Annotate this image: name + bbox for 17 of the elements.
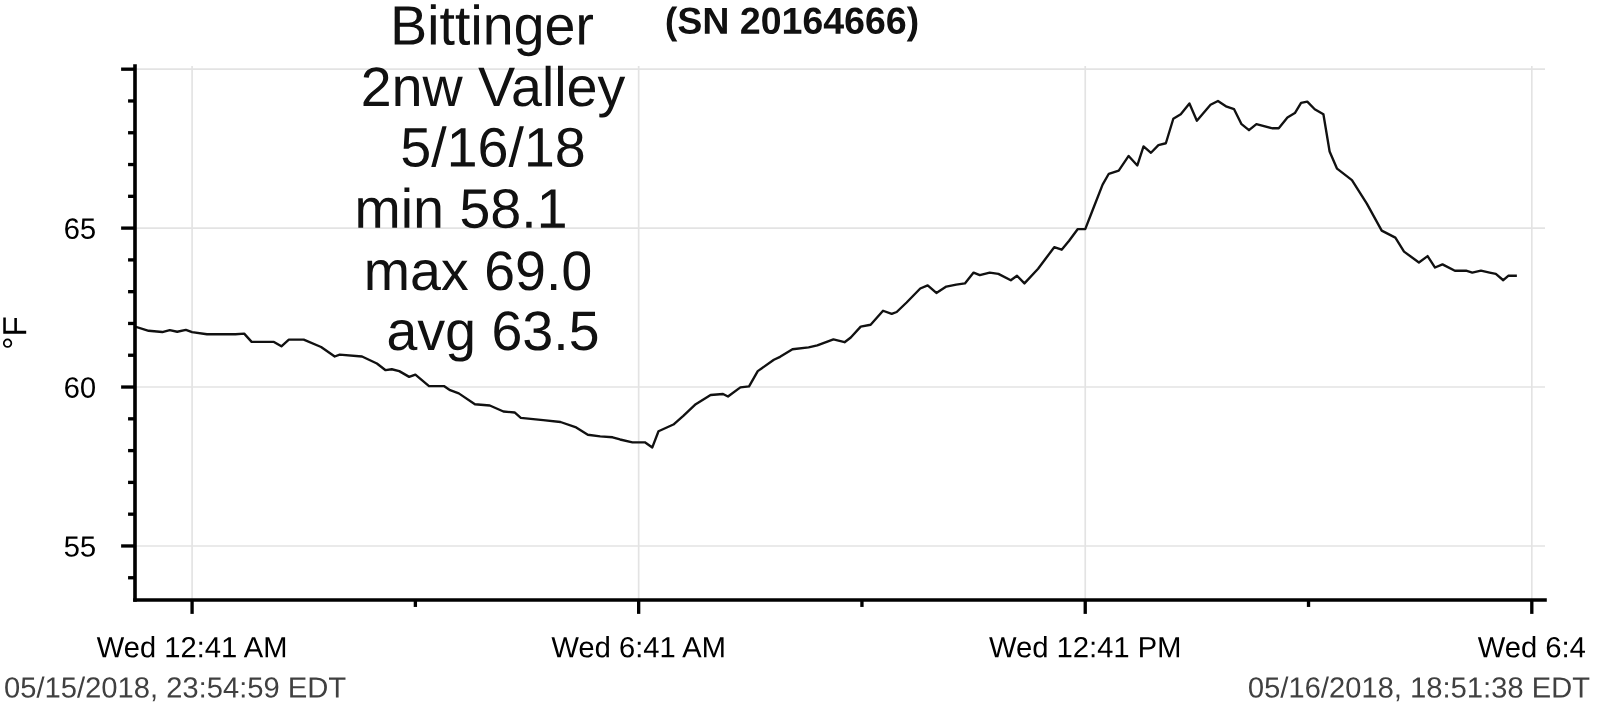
- annotation: min 58.1: [358, 187, 565, 229]
- y-tick-label: 55: [64, 536, 95, 557]
- text: 05/16/2018, 18:51:38 EDT: [1249, 676, 1590, 702]
- y-axis-title: °F: [2, 317, 27, 348]
- text: Bittinger: [394, 4, 593, 57]
- text: 05/15/2018, 23:54:59 EDT: [5, 676, 346, 702]
- annotation: 5/16/18: [402, 126, 584, 168]
- x-tick-label: Wed 12:41 AM: [96, 636, 286, 658]
- x-tick-label: Wed 6:41 AM: [551, 636, 724, 658]
- annotation: avg 63.5: [388, 311, 598, 362]
- x-tick-label: Wed 6:4: [1477, 636, 1586, 658]
- chart-title: (SN 20164666): [666, 6, 918, 42]
- x-tick-label: Wed 12:41 PM: [989, 636, 1180, 658]
- annotation: max 69.0: [367, 251, 591, 291]
- y-tick-label: 65: [65, 218, 95, 239]
- y-tick-label: 60: [65, 377, 95, 398]
- annotation: 2nw Valley: [363, 65, 626, 118]
